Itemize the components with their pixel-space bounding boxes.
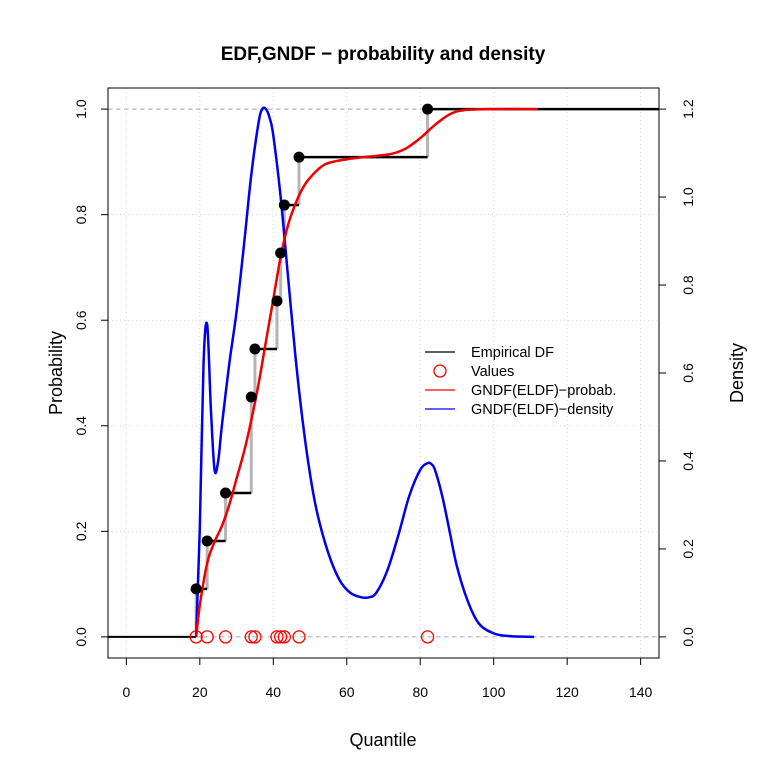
gndf-density-line — [194, 106, 535, 639]
y2-tick-label: 1.0 — [680, 187, 696, 207]
y-tick-label: 0.4 — [73, 416, 89, 436]
grid — [108, 88, 659, 658]
plot-frame — [107, 87, 660, 659]
legend-label: Empirical DF — [471, 345, 554, 361]
y-tick-label: 1.0 — [73, 99, 89, 119]
x-tick-label: 120 — [555, 684, 579, 700]
legend: Empirical DF Values GNDF(ELDF)−probab. GNDF… — [425, 345, 616, 418]
chart-title: EDF,GNDF − probability and density — [221, 44, 546, 65]
legend-label: Values — [471, 364, 514, 380]
value-marker — [189, 630, 203, 644]
x-tick-label: 20 — [192, 684, 208, 700]
x-axis: 0 20 40 60 80 100 120 140 — [122, 657, 653, 700]
value-marker — [273, 630, 288, 644]
x-axis-title: Quantile — [349, 730, 416, 750]
y-tick-label: 0.0 — [73, 627, 89, 647]
y-tick-label: 0.2 — [73, 521, 89, 541]
plot-series — [108, 103, 659, 644]
legend-label: GNDF(ELDF)−probab. — [471, 383, 616, 399]
value-marker — [270, 630, 284, 644]
x-tick-label: 60 — [339, 684, 355, 700]
y2-tick-label: 0.0 — [680, 627, 696, 647]
edf-point — [201, 535, 213, 547]
edf-point — [275, 247, 287, 259]
value-marker — [200, 630, 214, 644]
legend-label: GNDF(ELDF)−density — [471, 402, 614, 418]
edf-point — [245, 391, 257, 403]
x-tick-label: 100 — [482, 684, 506, 700]
value-marker — [292, 630, 306, 644]
edf-point — [293, 151, 305, 163]
y-tick-label: 0.8 — [73, 205, 89, 225]
y2-tick-label: 0.4 — [680, 451, 696, 471]
value-marker — [420, 630, 435, 644]
edf-point — [422, 103, 434, 115]
edf-point — [190, 583, 202, 595]
legend-values-icon — [433, 364, 447, 378]
value-marker — [277, 630, 291, 644]
edf-point — [278, 199, 290, 211]
edf-point — [249, 343, 261, 355]
x-tick-label: 80 — [412, 684, 428, 700]
y2-tick-label: 0.8 — [680, 275, 696, 295]
value-marker — [218, 630, 233, 644]
y-axis-right: 0.0 0.2 0.4 0.6 0.8 1.0 1.2 — [659, 99, 696, 647]
value-marker — [244, 630, 258, 644]
value-marker — [248, 630, 262, 644]
y2-axis-title: Density — [727, 343, 747, 403]
y-tick-label: 0.6 — [73, 310, 89, 330]
gndf-probability-line — [194, 107, 538, 638]
y-axis-title: Probability — [46, 331, 66, 415]
y2-tick-label: 1.2 — [680, 99, 696, 119]
y-axis-left: 0.0 0.2 0.4 0.6 0.8 1.0 — [73, 99, 108, 647]
y2-tick-label: 0.6 — [680, 363, 696, 383]
edf-point — [220, 487, 232, 499]
y2-tick-label: 0.2 — [680, 539, 696, 559]
x-tick-label: 40 — [266, 684, 282, 700]
x-tick-label: 140 — [629, 684, 653, 700]
edf-point — [271, 295, 283, 307]
x-tick-label: 0 — [122, 684, 130, 700]
